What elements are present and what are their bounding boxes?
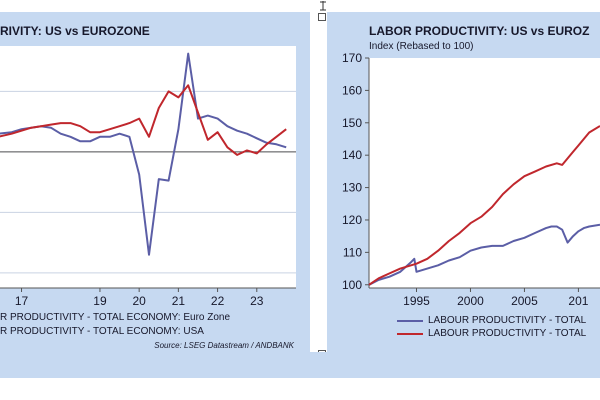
legend-label-eurozone: LABOUR PRODUCTIVITY - TOTAL [428,315,587,326]
y-tick-label: 150 [342,116,362,130]
legend-item-usa: LABOUR PRODUCTIVITY - TOTAL [397,328,586,339]
x-tick-label: 23 [250,294,264,308]
x-tick-label: 2000 [457,294,484,308]
x-tick-label: 20 [132,294,146,308]
chart-title: LABOR PRODUCTIVITY: US vs EUROZ [369,24,590,38]
legend-label-usa: LABOUR PRODUCTIVITY - TOTAL [428,328,587,339]
x-tick-label: 17 [15,294,29,308]
x-tick-label: 2005 [511,294,538,308]
y-tick-label: 170 [342,51,362,65]
legend-label-eurozone: R PRODUCTIVITY - TOTAL ECONOMY: Euro Zon… [0,312,231,323]
x-tick-label: 1995 [403,294,430,308]
legend-label-usa: R PRODUCTIVITY - TOTAL ECONOMY: USA [0,326,204,337]
legend-item-eurozone: R PRODUCTIVITY - TOTAL ECONOMY: Euro Zon… [0,312,230,323]
chart-source: Source: LSEG Datastream / ANDBANK [154,341,294,350]
legend-swatch-eurozone [397,319,423,322]
resize-handle-top[interactable] [318,13,326,21]
plot-background [369,58,600,288]
y-tick-label: 110 [343,245,362,259]
selection-frame-top [0,0,600,12]
chart-plot-area: 17 19 20 21 22 23 [0,46,296,308]
chart-plot-area: 1995 2000 2005 201 100 110 120 130 140 150 160 170 [342,51,600,308]
chart-panel-us-vs-eurozone: RIVITY: US vs EUROZONE 17 19 20 21 22 23 R PR… [0,12,310,352]
x-tick-label: 21 [172,294,186,308]
x-tick-label: 22 [211,294,225,308]
legend-item-usa: R PRODUCTIVITY - TOTAL ECONOMY: USA [0,326,204,337]
y-tick-label: 140 [342,148,362,162]
legend-swatch-usa [397,332,423,335]
y-tick-label: 160 [342,83,362,97]
series-line-eurozone [0,52,287,256]
x-tick-label: 201 [568,294,588,308]
chart-panel-labor-productivity: LABOR PRODUCTIVITY: US vs EUROZ Index (R… [327,12,600,352]
resize-cursor-icon [320,1,326,11]
y-tick-label: 120 [342,213,362,227]
chart-title: RIVITY: US vs EUROZONE [0,24,150,38]
legend-item-eurozone: LABOUR PRODUCTIVITY - TOTAL [397,315,586,326]
series-line-usa [0,84,287,156]
x-tick-label: 19 [93,294,107,308]
series-line-eurozone [368,223,600,286]
slide-background-strip [0,352,600,378]
y-tick-label: 130 [342,181,362,195]
y-tick-label: 100 [342,278,362,292]
chart-subtitle: Index (Rebased to 100) [369,41,474,52]
series-line-usa [368,125,600,286]
